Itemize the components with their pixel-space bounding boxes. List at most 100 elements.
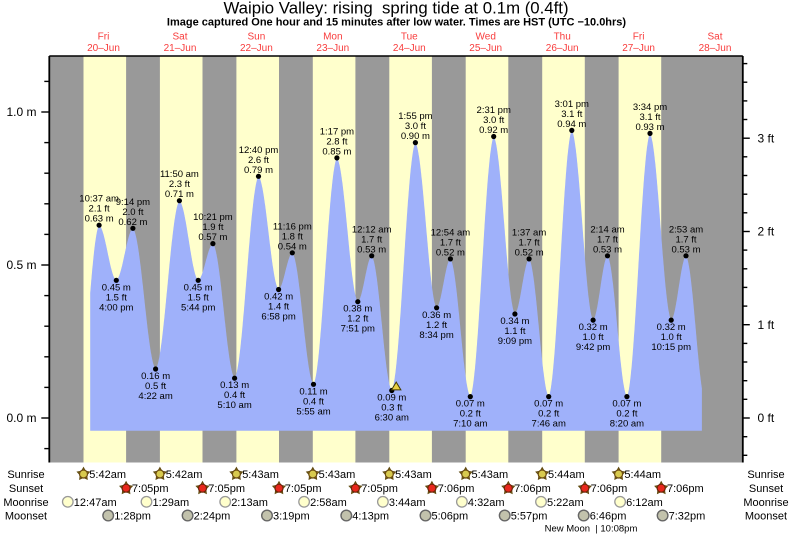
svg-text:9:14 pm: 9:14 pm — [116, 197, 150, 208]
svg-text:3.0 ft: 3.0 ft — [405, 121, 426, 132]
svg-text:1.0 ft: 1.0 ft — [661, 332, 682, 343]
svg-text:10:37 am: 10:37 am — [79, 194, 119, 205]
svg-text:1:29am: 1:29am — [153, 497, 190, 509]
svg-text:Moonset: Moonset — [5, 511, 47, 523]
svg-text:5:22am: 5:22am — [547, 497, 584, 509]
svg-text:Moonrise: Moonrise — [743, 497, 788, 509]
svg-text:1.7 ft: 1.7 ft — [519, 237, 540, 248]
svg-text:Thu: Thu — [554, 32, 571, 43]
svg-text:New Moon | 10:08pm: New Moon | 10:08pm — [545, 524, 638, 535]
svg-text:2.0 ft: 2.0 ft — [122, 207, 143, 218]
svg-text:0.32 m: 0.32 m — [579, 322, 608, 333]
svg-text:0.42 m: 0.42 m — [264, 292, 293, 303]
svg-text:28–Jun: 28–Jun — [699, 43, 732, 54]
svg-text:Mon: Mon — [323, 32, 342, 43]
svg-text:5:10 am: 5:10 am — [217, 400, 251, 411]
svg-text:0.4 ft: 0.4 ft — [224, 390, 245, 401]
svg-text:5:42am: 5:42am — [166, 469, 203, 481]
svg-text:1.8 ft: 1.8 ft — [282, 231, 303, 242]
svg-text:0.38 m: 0.38 m — [343, 304, 372, 315]
svg-text:2.1 ft: 2.1 ft — [89, 204, 110, 215]
svg-text:9:09 pm: 9:09 pm — [498, 336, 532, 347]
svg-text:0.53 m: 0.53 m — [593, 244, 622, 255]
svg-text:3:44am: 3:44am — [389, 497, 426, 509]
svg-text:1.9 ft: 1.9 ft — [202, 222, 223, 233]
svg-text:25–Jun: 25–Jun — [469, 43, 502, 54]
svg-text:2.6 ft: 2.6 ft — [248, 155, 269, 166]
svg-text:3.1 ft: 3.1 ft — [561, 109, 582, 120]
svg-text:8:20 am: 8:20 am — [610, 419, 644, 430]
svg-text:5:43am: 5:43am — [319, 469, 356, 481]
svg-text:3.1 ft: 3.1 ft — [639, 112, 660, 123]
svg-text:7:05pm: 7:05pm — [285, 483, 322, 495]
svg-text:Sunrise: Sunrise — [7, 469, 44, 481]
svg-text:11:50 am: 11:50 am — [160, 169, 199, 180]
svg-text:0.53 m: 0.53 m — [671, 244, 700, 255]
svg-text:0.45 m: 0.45 m — [184, 282, 213, 293]
svg-text:7:06pm: 7:06pm — [514, 483, 551, 495]
svg-text:23–Jun: 23–Jun — [316, 43, 349, 54]
svg-text:7:46 am: 7:46 am — [532, 419, 566, 430]
svg-text:1 ft: 1 ft — [758, 318, 775, 332]
svg-text:1.2 ft: 1.2 ft — [347, 314, 368, 325]
svg-text:2.8 ft: 2.8 ft — [326, 136, 347, 147]
svg-text:Sunrise: Sunrise — [747, 469, 784, 481]
svg-text:5:55 am: 5:55 am — [296, 406, 330, 417]
svg-text:0.09 m: 0.09 m — [377, 393, 406, 404]
svg-text:1:37 am: 1:37 am — [512, 227, 546, 238]
svg-text:5:44am: 5:44am — [624, 469, 661, 481]
svg-text:Sunset: Sunset — [9, 483, 43, 495]
svg-text:Moonrise: Moonrise — [3, 497, 48, 509]
svg-text:0.79 m: 0.79 m — [244, 165, 273, 176]
svg-text:0.36 m: 0.36 m — [422, 310, 451, 321]
svg-text:12:12 am: 12:12 am — [352, 224, 392, 235]
svg-text:5:44am: 5:44am — [548, 469, 585, 481]
svg-text:8:34 pm: 8:34 pm — [419, 330, 453, 341]
svg-text:4:22 am: 4:22 am — [138, 391, 172, 402]
svg-text:2:13am: 2:13am — [231, 497, 268, 509]
svg-text:0.90 m: 0.90 m — [401, 131, 430, 142]
svg-text:2:24pm: 2:24pm — [194, 511, 231, 523]
svg-text:3:01 pm: 3:01 pm — [555, 99, 589, 110]
svg-text:1.5 ft: 1.5 ft — [188, 292, 209, 303]
svg-text:2:31 pm: 2:31 pm — [477, 105, 511, 116]
svg-text:Wed: Wed — [476, 32, 496, 43]
svg-text:0.92 m: 0.92 m — [479, 125, 508, 136]
svg-text:0.52 m: 0.52 m — [515, 247, 544, 258]
svg-text:1.7 ft: 1.7 ft — [675, 234, 696, 245]
svg-text:10:21 pm: 10:21 pm — [193, 212, 233, 223]
svg-text:0.07 m: 0.07 m — [612, 399, 641, 410]
svg-text:0.3 ft: 0.3 ft — [381, 403, 402, 414]
svg-text:21–Jun: 21–Jun — [164, 43, 197, 54]
svg-text:7:06pm: 7:06pm — [667, 483, 704, 495]
svg-text:1.7 ft: 1.7 ft — [440, 237, 461, 248]
svg-text:12:40 pm: 12:40 pm — [239, 145, 279, 156]
svg-text:2:58am: 2:58am — [310, 497, 347, 509]
svg-text:12:47am: 12:47am — [74, 497, 117, 509]
svg-text:5:43am: 5:43am — [395, 469, 432, 481]
svg-text:9:42 pm: 9:42 pm — [576, 342, 610, 353]
svg-text:1.0 ft: 1.0 ft — [583, 332, 604, 343]
svg-text:0.13 m: 0.13 m — [220, 380, 249, 391]
svg-text:2:53 am: 2:53 am — [669, 224, 703, 235]
svg-text:1.7 ft: 1.7 ft — [597, 234, 618, 245]
svg-text:4:32am: 4:32am — [468, 497, 505, 509]
svg-text:1:17 pm: 1:17 pm — [320, 126, 354, 137]
svg-text:1.5 ft: 1.5 ft — [106, 292, 127, 303]
svg-text:7:05pm: 7:05pm — [361, 483, 398, 495]
svg-text:5:44 pm: 5:44 pm — [181, 302, 215, 313]
svg-text:0 ft: 0 ft — [758, 411, 775, 425]
svg-text:5:06pm: 5:06pm — [432, 511, 469, 523]
svg-text:3:34 pm: 3:34 pm — [633, 102, 667, 113]
svg-text:0.53 m: 0.53 m — [357, 244, 386, 255]
svg-text:3 ft: 3 ft — [758, 131, 775, 145]
svg-text:0.2 ft: 0.2 ft — [460, 409, 481, 420]
svg-text:0.2 ft: 0.2 ft — [616, 409, 637, 420]
svg-text:5:57pm: 5:57pm — [511, 511, 548, 523]
svg-text:2.3 ft: 2.3 ft — [169, 179, 190, 190]
svg-text:2:14 am: 2:14 am — [590, 224, 624, 235]
svg-text:Moonset: Moonset — [745, 511, 787, 523]
svg-text:Tue: Tue — [401, 32, 418, 43]
svg-text:0.07 m: 0.07 m — [456, 399, 485, 410]
svg-text:0.5 m: 0.5 m — [6, 258, 36, 272]
